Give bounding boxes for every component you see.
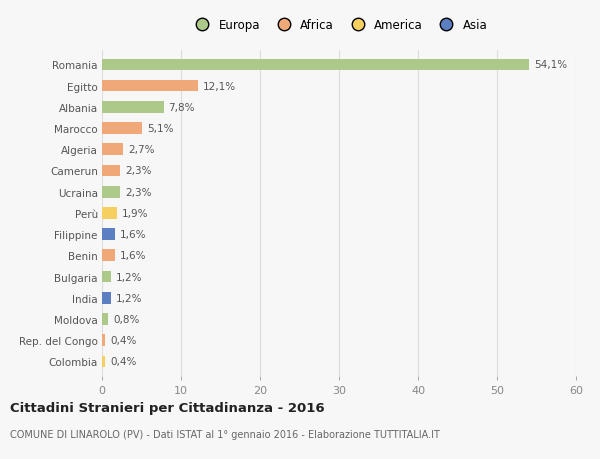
Legend: Europa, Africa, America, Asia: Europa, Africa, America, Asia	[190, 19, 488, 32]
Bar	[102, 81, 197, 92]
Bar	[102, 313, 109, 325]
Text: 1,2%: 1,2%	[116, 293, 143, 303]
Bar	[102, 186, 120, 198]
Bar	[102, 271, 112, 283]
Text: 2,3%: 2,3%	[125, 166, 151, 176]
Text: 1,6%: 1,6%	[119, 251, 146, 261]
Text: 2,3%: 2,3%	[125, 187, 151, 197]
Text: 1,9%: 1,9%	[122, 208, 148, 218]
Text: 1,6%: 1,6%	[119, 230, 146, 240]
Text: Cittadini Stranieri per Cittadinanza - 2016: Cittadini Stranieri per Cittadinanza - 2…	[10, 402, 325, 414]
Bar	[102, 250, 115, 262]
Text: 12,1%: 12,1%	[202, 82, 235, 91]
Bar	[102, 60, 529, 71]
Text: 0,4%: 0,4%	[110, 336, 136, 345]
Bar	[102, 207, 117, 219]
Bar	[102, 292, 112, 304]
Text: 5,1%: 5,1%	[147, 124, 173, 134]
Bar	[102, 165, 120, 177]
Text: 54,1%: 54,1%	[534, 60, 567, 70]
Bar	[102, 356, 105, 367]
Text: 0,8%: 0,8%	[113, 314, 139, 324]
Text: COMUNE DI LINAROLO (PV) - Dati ISTAT al 1° gennaio 2016 - Elaborazione TUTTITALI: COMUNE DI LINAROLO (PV) - Dati ISTAT al …	[10, 429, 440, 439]
Bar	[102, 102, 164, 113]
Bar	[102, 123, 142, 134]
Text: 1,2%: 1,2%	[116, 272, 143, 282]
Text: 7,8%: 7,8%	[169, 103, 195, 112]
Text: 2,7%: 2,7%	[128, 145, 155, 155]
Bar	[102, 229, 115, 241]
Bar	[102, 144, 124, 156]
Text: 0,4%: 0,4%	[110, 357, 136, 367]
Bar	[102, 335, 105, 346]
